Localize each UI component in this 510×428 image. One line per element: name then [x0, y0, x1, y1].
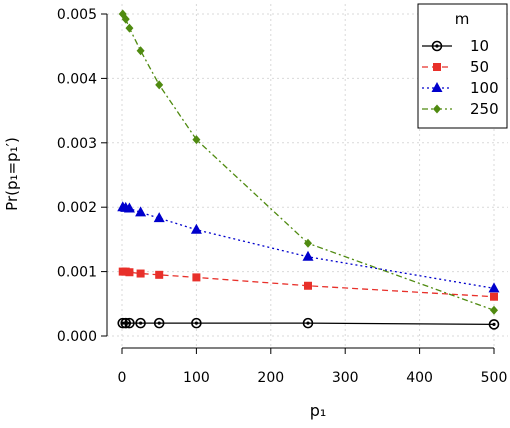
point-100-2 [123, 202, 135, 213]
point-10-3-dot [139, 321, 143, 325]
point-100-5 [190, 223, 202, 234]
point-50-3 [136, 269, 145, 278]
series-line-250 [122, 13, 495, 311]
point-10-2-dot [127, 321, 132, 325]
point-250-7 [490, 305, 498, 315]
x-tick-label-3: 300 [332, 370, 359, 386]
legend-label-250: 250 [470, 100, 499, 118]
x-axis-label: p₁ [310, 401, 327, 420]
point-250-6 [304, 238, 312, 248]
legend-marker-250 [433, 104, 441, 114]
point-50-4 [155, 270, 164, 279]
legend-marker-100 [431, 82, 443, 92]
legend-label-100: 100 [470, 79, 499, 97]
y-tick-label-2: 0.002 [57, 200, 97, 216]
point-10-5 [191, 317, 202, 329]
point-10-4-dot [157, 321, 161, 325]
legend-title: m [455, 10, 470, 28]
point-250-4 [155, 80, 164, 90]
x-tick-label-4: 400 [406, 370, 433, 386]
legend-marker-50 [433, 63, 441, 71]
x-tick-label-0: 0 [118, 370, 127, 386]
y-tick-label-3: 0.003 [57, 136, 97, 152]
point-10-7 [488, 319, 500, 330]
point-10-6 [302, 317, 314, 329]
point-100-7 [488, 282, 500, 293]
point-50-7 [490, 292, 498, 301]
legend-marker-10 [431, 40, 443, 52]
grid-lines [107, 4, 508, 348]
point-250-5 [192, 135, 201, 145]
axes: 0.000 0.001 0.002 0.003 0.004 0.005 0 100 200 300… [57, 7, 507, 386]
point-10-5-dot [194, 321, 198, 325]
point-10-4 [153, 317, 165, 329]
legend-label-10: 10 [470, 37, 489, 55]
point-50-6 [304, 281, 312, 290]
y-tick-label-0: 0.000 [57, 329, 97, 345]
point-10-3 [135, 317, 146, 329]
y-tick-label-1: 0.001 [57, 265, 97, 281]
point-100-6 [302, 250, 314, 261]
series-markers [117, 9, 500, 330]
x-tick-label-5: 500 [481, 370, 508, 386]
y-tick-label-5: 0.005 [57, 7, 97, 23]
point-100-3 [135, 206, 147, 217]
point-10-7-dot [492, 322, 496, 327]
point-250-3 [136, 46, 145, 56]
point-100-4 [153, 212, 165, 223]
point-10-6-dot [306, 321, 310, 325]
y-axis-label: Pr(p₁=p₁′) [3, 137, 21, 211]
point-250-1 [121, 14, 130, 24]
y-tick-label-4: 0.004 [57, 71, 97, 87]
point-10-2 [124, 317, 135, 329]
x-tick-label-2: 200 [257, 370, 284, 386]
legend-marker-10-dot [435, 44, 439, 48]
point-250-2 [125, 23, 134, 33]
x-tick-label-1: 100 [183, 370, 210, 386]
point-50-5 [192, 273, 201, 282]
legend-box [417, 3, 508, 129]
legend: m10 50 100 250 [417, 3, 508, 129]
point-50-2 [125, 268, 134, 277]
legend-label-50: 50 [470, 58, 489, 76]
